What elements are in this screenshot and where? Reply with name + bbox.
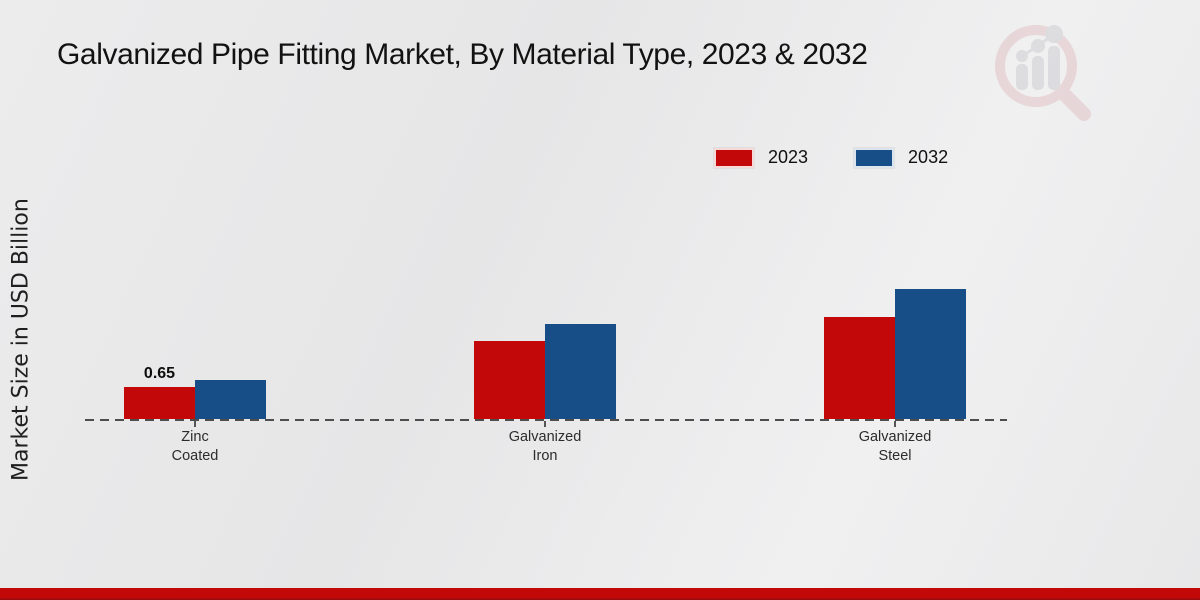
legend-item-2032: 2032 <box>854 147 948 168</box>
legend: 2023 2032 <box>714 147 948 168</box>
bar-2023-zinc-coated <box>124 387 195 419</box>
chart-title: Galvanized Pipe Fitting Market, By Mater… <box>57 38 868 71</box>
bar-2032-galvanized-steel <box>895 289 966 419</box>
magnifier-ring-icon <box>995 25 1077 107</box>
category-label-galvanized-iron: Galvanized Iron <box>508 429 582 464</box>
magnifier-handle-icon <box>1055 85 1091 121</box>
legend-swatch-2023 <box>714 147 754 168</box>
y-axis-label: Market Size in USD Billion <box>8 198 34 482</box>
legend-label-2023: 2023 <box>768 147 809 167</box>
bar-2023-galvanized-steel <box>824 317 895 419</box>
footer-accent-bar <box>0 588 1200 600</box>
bar-2023-galvanized-iron <box>474 341 545 419</box>
bar-2032-zinc-coated <box>195 380 266 419</box>
x-axis-tick <box>544 421 546 427</box>
legend-label-2032: 2032 <box>908 147 949 167</box>
brand-logo-watermark <box>995 25 1091 121</box>
category-label-galvanized-steel: Galvanized Steel <box>858 429 932 464</box>
category-label-zinc-coated: Zinc Coated <box>171 429 219 464</box>
legend-swatch-2032 <box>854 147 895 168</box>
legend-item-2023: 2023 <box>714 147 808 168</box>
x-axis-tick <box>894 421 896 427</box>
bar-chart-glyph-icon <box>1016 25 1063 90</box>
bar-2032-galvanized-iron <box>545 324 616 419</box>
bar-value-label: 0.65 <box>143 365 176 382</box>
x-axis-baseline <box>85 419 1007 421</box>
x-axis-tick <box>194 421 196 427</box>
